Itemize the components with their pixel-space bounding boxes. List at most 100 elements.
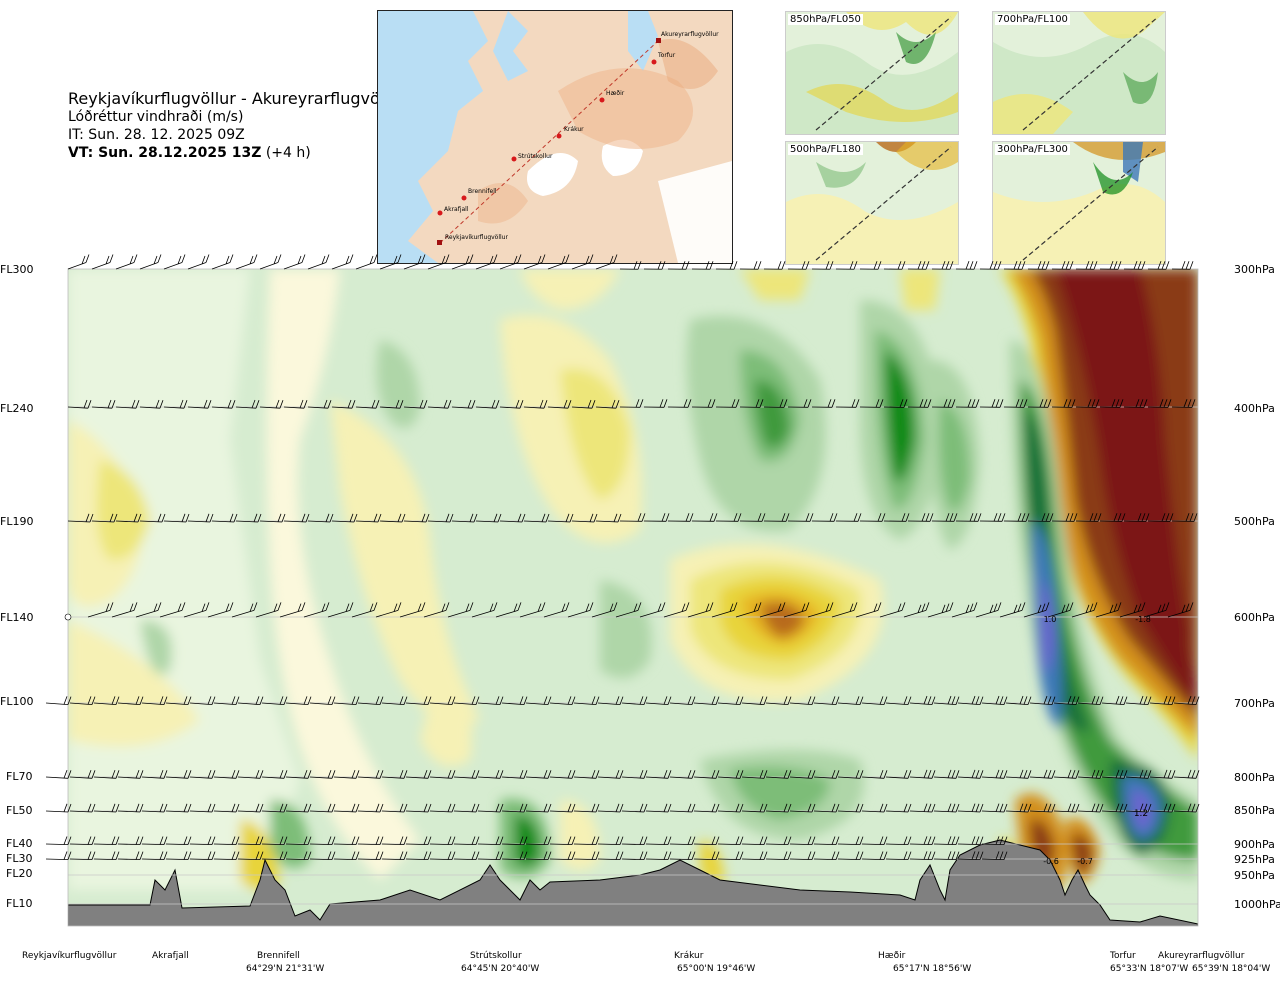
wind-barb — [333, 769, 360, 779]
annotation-value-1: 1.0 — [1044, 615, 1057, 624]
wind-barb — [621, 851, 648, 861]
wind-barb — [429, 803, 456, 813]
wind-barb — [861, 851, 888, 861]
map-label-brennifell: Brennifell — [468, 188, 497, 195]
wind-barb — [159, 602, 186, 618]
wind-barb — [357, 851, 384, 861]
thumbnail-500hpa[interactable]: 500hPa/FL180 — [785, 141, 959, 265]
wind-barb — [379, 399, 404, 409]
wind-barb — [423, 602, 450, 618]
wind-barb — [165, 803, 192, 813]
wind-barb — [1029, 769, 1056, 779]
wind-barb — [837, 696, 864, 706]
wind-barb — [907, 261, 930, 270]
wind-barb — [237, 696, 264, 706]
wind-barb — [117, 769, 144, 779]
fl-label-300: FL300 — [0, 263, 34, 276]
wind-barb — [715, 261, 738, 270]
wind-barb — [669, 696, 696, 706]
wp-coord-haedir: 65°17'N 18°56'W — [893, 964, 972, 974]
wind-barb — [501, 851, 528, 861]
vertical-velocity-field: 1.0 -1.8 1.2 -0.6 -0.7 — [68, 269, 1198, 926]
thumbnail-850hpa-image — [786, 12, 958, 134]
fl-label-40: FL40 — [6, 837, 33, 850]
wind-barb — [1003, 261, 1026, 270]
wind-barb — [543, 602, 570, 618]
wind-barb — [187, 513, 214, 523]
wind-barb — [789, 803, 816, 813]
wind-barb — [357, 803, 384, 813]
wind-barb — [279, 602, 306, 618]
wind-barb — [837, 769, 864, 779]
valid-time-label: VT: Sun. 28.12.2025 13Z — [68, 145, 262, 161]
wind-barb — [693, 696, 720, 706]
fl-label-20: FL20 — [6, 867, 33, 880]
wind-barb — [1075, 399, 1100, 408]
wind-barb — [375, 602, 402, 618]
wind-barb — [619, 261, 642, 270]
wind-barb — [309, 851, 336, 861]
wind-barb — [571, 513, 598, 523]
wind-barb — [693, 803, 720, 813]
wind-barb — [309, 696, 336, 706]
hpa-label-900: 900hPa — [1234, 838, 1275, 851]
wind-barb — [667, 399, 692, 408]
wind-barb — [477, 696, 504, 706]
wind-barb — [1149, 769, 1176, 779]
wind-barb — [1101, 803, 1128, 813]
map-label-reykjavik: Reykjavíkurflugvöllur — [445, 234, 508, 241]
fl-label-30: FL30 — [6, 852, 33, 865]
wind-barb — [691, 399, 716, 408]
wind-barb — [717, 851, 744, 861]
thumbnail-300hpa-image — [993, 142, 1165, 264]
thumbnail-700hpa-label: 700hPa/FL100 — [995, 14, 1070, 25]
thumbnail-850hpa[interactable]: 850hPa/FL050 — [785, 11, 959, 135]
wind-barb — [885, 803, 912, 813]
wind-barb — [835, 261, 858, 270]
wind-barb — [859, 513, 886, 522]
wind-barb — [1005, 695, 1032, 706]
wind-barb — [645, 851, 672, 861]
wind-barb — [67, 254, 90, 270]
wind-barb — [333, 803, 360, 813]
wind-barb — [111, 602, 138, 618]
thumbnail-700hpa[interactable]: 700hPa/FL100 — [992, 11, 1166, 135]
wind-barb — [115, 254, 138, 270]
fl-label-50: FL50 — [6, 804, 33, 817]
wind-barb — [811, 399, 836, 408]
wind-barb — [549, 851, 576, 861]
wind-barb — [283, 513, 310, 523]
wind-barb — [213, 696, 240, 706]
wind-barb — [957, 851, 984, 861]
wind-barb — [957, 769, 984, 779]
wind-barb — [1075, 261, 1098, 270]
wind-barb — [1125, 803, 1152, 813]
wind-barb — [45, 836, 72, 846]
wind-barb — [1051, 399, 1076, 408]
wind-barb — [69, 803, 96, 813]
wind-barb — [117, 696, 144, 706]
fl-label-70: FL70 — [6, 770, 33, 783]
thumbnail-300hpa[interactable]: 300hPa/FL300 — [992, 141, 1166, 265]
wind-barb — [1053, 695, 1080, 706]
wp-name-reykjavik: Reykjavíkurflugvöllur — [22, 951, 117, 961]
wind-barb — [595, 254, 618, 270]
wind-barb — [139, 254, 162, 270]
wind-barb — [597, 851, 624, 861]
wind-barb — [1173, 695, 1200, 706]
wind-barb — [285, 803, 312, 813]
wind-barb — [427, 254, 450, 270]
wind-barb — [91, 254, 114, 270]
wind-barb — [331, 513, 358, 523]
wind-barb — [93, 836, 120, 846]
map-label-krakur: Krákur — [564, 126, 584, 133]
map-label-haedir: Hæðir — [606, 90, 625, 97]
wind-barb — [547, 254, 570, 270]
wind-barb — [1147, 261, 1170, 270]
wind-barb — [547, 399, 572, 409]
wind-barb — [999, 602, 1026, 618]
wind-barb — [885, 851, 912, 861]
wind-barb — [1167, 602, 1194, 618]
wind-barb — [499, 399, 524, 409]
wind-barb — [429, 696, 456, 706]
